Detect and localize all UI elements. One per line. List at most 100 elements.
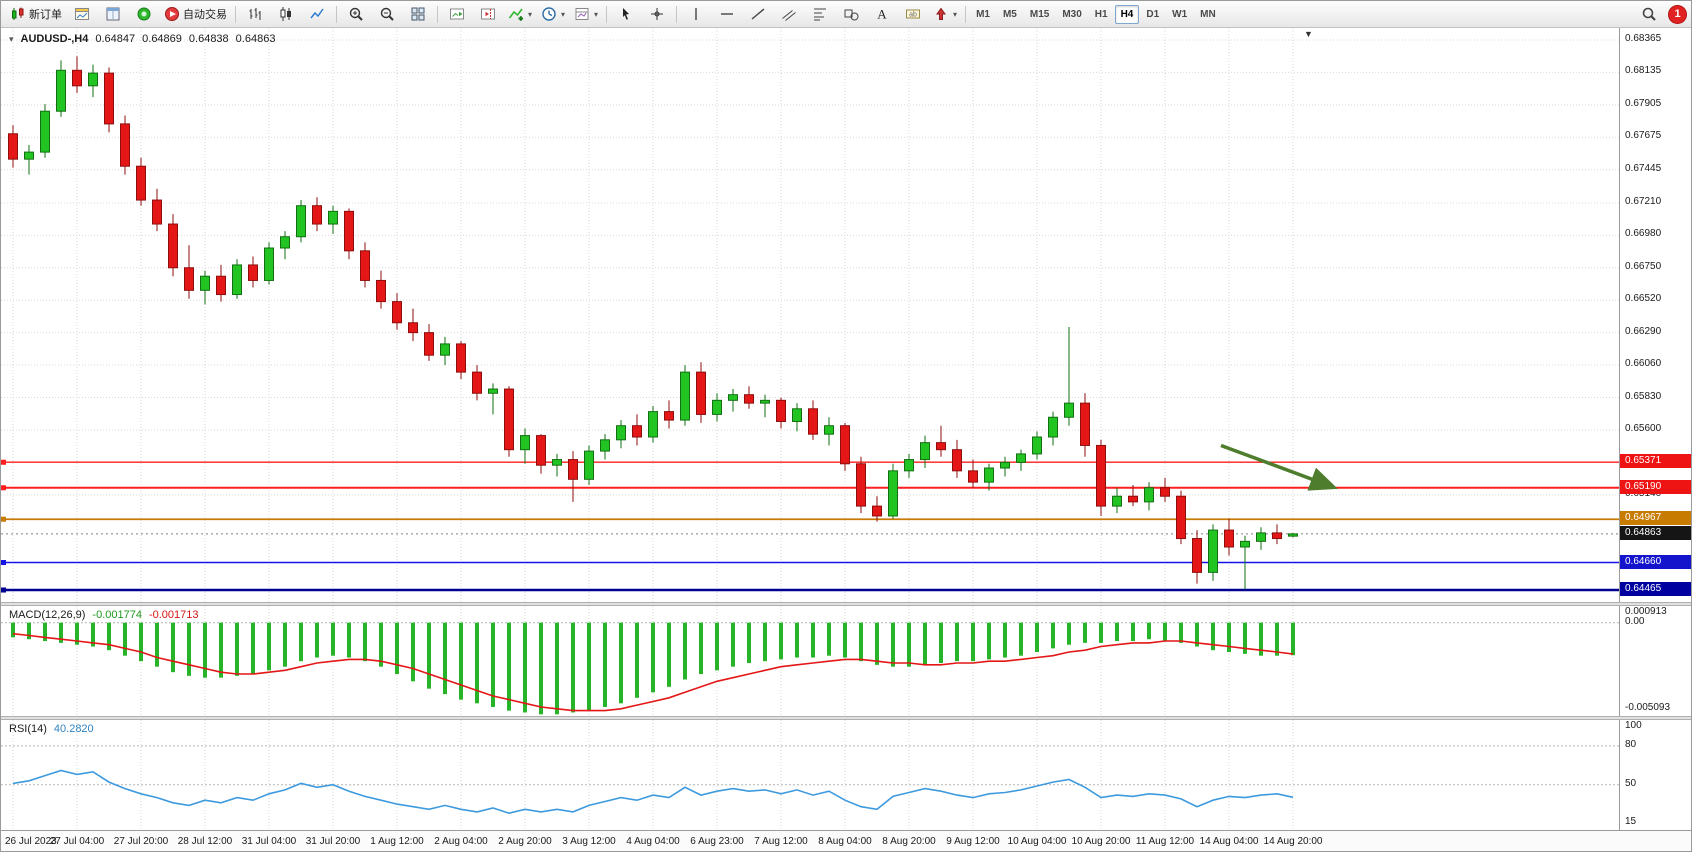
auto-scroll-button[interactable] <box>442 2 472 26</box>
time-label: 8 Aug 04:00 <box>818 836 872 847</box>
chevron-down-icon: ▾ <box>528 9 533 19</box>
chart-shift-marker[interactable]: ▼ <box>1304 29 1313 39</box>
symbol-period-label: AUDUSD-,H4 <box>20 33 89 45</box>
price-level-badge: 0.64465 <box>1620 582 1691 596</box>
autotrade-button[interactable]: 自动交易 <box>160 2 231 26</box>
price-level-badge: 0.64660 <box>1620 554 1691 569</box>
rsi-value: 40.2820 <box>53 723 94 735</box>
price-level-badge: 0.64967 <box>1620 511 1691 526</box>
zoom-out-icon <box>379 6 395 22</box>
timeframe-button-h4[interactable]: H4 <box>1114 4 1140 24</box>
time-label: 6 Aug 23:00 <box>690 836 744 847</box>
search-button[interactable] <box>1634 2 1664 26</box>
toolbar-separator <box>336 5 337 23</box>
macd-panel[interactable]: MACD(12,26,9) -0.001774 -0.001713 <box>1 606 1621 716</box>
timeframe-button-m5[interactable]: M5 <box>1002 8 1017 20</box>
chart-shift-icon <box>480 6 496 22</box>
panel-splitter-rsi[interactable] <box>1 716 1691 720</box>
one-click-trading-toggle[interactable]: ▾ <box>9 33 14 44</box>
horizontal-line-button[interactable] <box>712 2 742 26</box>
trendline-button[interactable] <box>743 2 773 26</box>
rsi-label: RSI(14) <box>9 723 47 735</box>
timeframe-button-m15[interactable]: M15 <box>1029 8 1050 20</box>
channel-icon <box>781 6 797 22</box>
text-icon: A <box>874 6 890 22</box>
line-chart-button[interactable] <box>302 2 332 26</box>
chart-title: ▾ AUDUSD-,H4 0.64847 0.64869 0.64838 0.6… <box>9 33 275 45</box>
text-button[interactable]: A <box>867 2 897 26</box>
panel-splitter-macd[interactable] <box>1 602 1691 606</box>
data-window-icon <box>105 6 121 22</box>
time-label: 14 Aug 20:00 <box>1263 836 1323 847</box>
periods-button[interactable]: ▾ <box>537 2 569 26</box>
new-order-button[interactable]: 新订单 <box>6 2 66 26</box>
time-label: 9 Aug 12:00 <box>946 836 1000 847</box>
trend-arrow-annotation[interactable] <box>1220 443 1338 491</box>
horizontal-line-icon <box>719 6 735 22</box>
timeframe-button-d1[interactable]: D1 <box>1146 8 1160 20</box>
macd-signal-value: -0.001713 <box>148 609 199 621</box>
price-axis-label: 0.67905 <box>1625 97 1662 109</box>
auto-scroll-icon <box>449 6 465 22</box>
cursor-button[interactable] <box>611 2 641 26</box>
label-button[interactable]: ab <box>898 2 928 26</box>
vertical-line-button[interactable] <box>681 2 711 26</box>
price-axis-label: 0.65600 <box>1625 422 1662 434</box>
tile-windows-button[interactable] <box>403 2 433 26</box>
toolbar-separator <box>606 5 608 23</box>
time-label: 31 Jul 20:00 <box>305 836 361 847</box>
macd-header: MACD(12,26,9) -0.001774 -0.001713 <box>9 609 199 621</box>
rsi-axis-label: 50 <box>1625 777 1637 789</box>
vertical-line-icon <box>688 6 704 22</box>
time-label: 4 Aug 04:00 <box>626 836 680 847</box>
timeframe-button-mn[interactable]: MN <box>1200 8 1216 20</box>
notification-badge[interactable]: 1 <box>1669 5 1686 23</box>
chart-shift-button[interactable] <box>473 2 503 26</box>
market-watch-icon <box>136 6 152 22</box>
time-label: 26 Jul 2023 <box>5 836 57 847</box>
level-anchor <box>1 587 6 593</box>
level-anchor <box>1 560 6 566</box>
price-axis-label: 0.66290 <box>1625 325 1662 337</box>
chevron-down-icon: ▾ <box>953 9 958 19</box>
time-label: 1 Aug 12:00 <box>370 836 424 847</box>
macd-axis-label: -0.005093 <box>1625 702 1671 713</box>
label-icon: ab <box>905 6 921 22</box>
timeframe-button-m1[interactable]: M1 <box>976 8 990 20</box>
candlestick-chart-button[interactable] <box>271 2 301 26</box>
timeframe-button-m30[interactable]: M30 <box>1062 8 1082 20</box>
shapes-icon <box>843 6 859 22</box>
zoom-in-button[interactable] <box>341 2 371 26</box>
zoom-in-icon <box>348 6 364 22</box>
price-axis-label: 0.65830 <box>1625 390 1662 402</box>
crosshair-icon <box>649 6 665 22</box>
templates-icon <box>574 6 590 22</box>
high-value: 0.64869 <box>142 33 182 45</box>
rsi-panel[interactable]: RSI(14) 40.2820 <box>1 720 1621 830</box>
trendline-icon <box>750 6 766 22</box>
price-chart-panel[interactable]: ▾ AUDUSD-,H4 0.64847 0.64869 0.64838 0.6… <box>1 28 1621 602</box>
chart-window-button[interactable] <box>67 2 97 26</box>
price-level-badge: 0.65190 <box>1620 479 1691 494</box>
templates-button[interactable]: ▾ <box>570 2 602 26</box>
channel-button[interactable] <box>774 2 804 26</box>
timeframe-button-w1[interactable]: W1 <box>1172 8 1188 20</box>
market-watch-button[interactable] <box>129 2 159 26</box>
timeframe-button-h1[interactable]: H1 <box>1094 8 1108 20</box>
time-label: 14 Aug 04:00 <box>1199 836 1259 847</box>
bar-chart-button[interactable] <box>240 2 270 26</box>
rsi-line <box>12 769 1294 815</box>
low-value: 0.64838 <box>188 33 229 45</box>
price-axis-label: 0.68365 <box>1625 32 1662 44</box>
crosshair-button[interactable] <box>642 2 672 26</box>
arrow-tools-button[interactable]: ▾ <box>929 2 961 26</box>
price-axis[interactable]: 0.68365 0.68135 0.67905 0.67675 0.67445 0.672… <box>1619 27 1691 851</box>
time-label: 11 Aug 12:00 <box>1135 836 1195 847</box>
price-level-badge: 0.65371 <box>1620 454 1691 469</box>
add-indicator-button[interactable]: ▾ <box>504 2 536 26</box>
zoom-out-button[interactable] <box>372 2 402 26</box>
fibonacci-button[interactable] <box>805 2 835 26</box>
time-axis[interactable]: 26 Jul 2023 27 Jul 04:00 27 Jul 20:00 28 Ju… <box>1 830 1691 851</box>
shapes-button[interactable] <box>836 2 866 26</box>
data-window-button[interactable] <box>98 2 128 26</box>
